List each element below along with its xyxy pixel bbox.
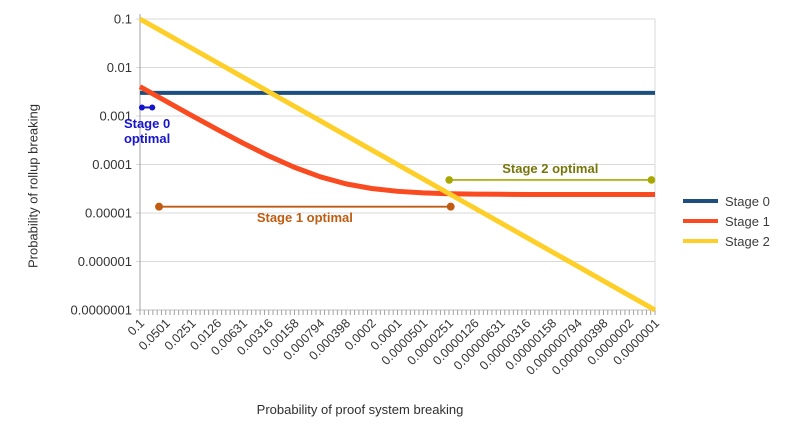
y-axis-title: Probability of rollup breaking: [25, 103, 41, 269]
y-tick-label: 0.00001: [85, 206, 132, 221]
annotation-stage2-optimal-label: Stage 2 optimal: [502, 161, 599, 177]
y-tick-label: 0.0000001: [71, 303, 132, 318]
legend-label-stage2: Stage 2: [725, 233, 770, 249]
series-line-stage2: [138, 16, 657, 313]
annotation-dot: [647, 176, 656, 184]
x-axis-title: Probability of proof system breaking: [256, 402, 464, 417]
x-axis-tick-labels: 0.10.05010.02510.01260.006310.003160.001…: [125, 316, 662, 378]
annotation-dot: [446, 202, 455, 211]
legend-label-stage0: Stage 0: [725, 193, 770, 209]
chart-legend: Stage 0 Stage 1 Stage 2: [683, 191, 770, 251]
y-tick-label: 0.01: [107, 60, 132, 75]
y-axis-tick-labels: 0.1 0.01 0.001 0.0001 0.00001 0.000001 0.00000…: [71, 12, 132, 318]
stage0-line-swatch-icon: [683, 199, 718, 203]
y-tick-label: 0.0001: [92, 157, 132, 172]
legend-label-stage1: Stage 1: [725, 213, 770, 229]
legend-item-stage0: Stage 0: [683, 191, 770, 211]
stage1-line-swatch-icon: [683, 219, 718, 223]
y-tick-label: 0.001: [99, 109, 132, 124]
y-tick-label: 0.000001: [78, 254, 132, 269]
annotation-dot: [149, 104, 156, 111]
series-lines: [138, 16, 657, 313]
legend-item-stage1: Stage 1: [683, 211, 770, 231]
legend-item-stage2: Stage 2: [683, 231, 770, 251]
annotation-dot: [138, 104, 145, 111]
annotation-stage1-optimal-label: Stage 1 optimal: [256, 209, 353, 225]
annotation-marks: [138, 104, 656, 211]
plot-axes: [139, 14, 656, 310]
annotation-stage0-optimal-label: Stage 0 optimal: [123, 116, 171, 147]
x-axis-ticks: [139, 310, 656, 315]
stage2-line-swatch-icon: [683, 239, 718, 243]
series-line-stage1: [138, 84, 655, 198]
annotation-dot: [155, 202, 164, 211]
annotation-dot: [445, 176, 453, 184]
y-tick-label: 0.1: [114, 12, 132, 27]
